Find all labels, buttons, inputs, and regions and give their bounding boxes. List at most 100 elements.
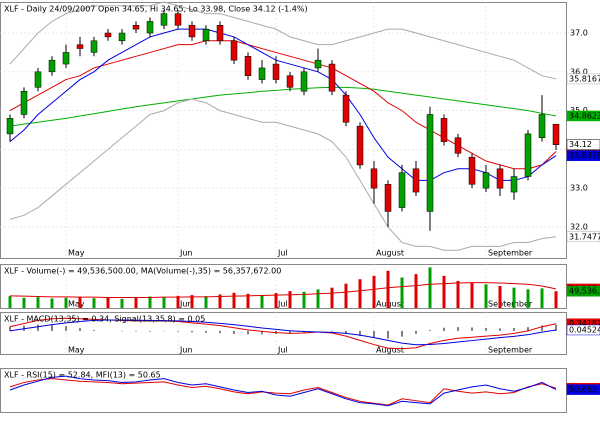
candle-body [132,25,140,30]
volume-bar [470,282,474,308]
candle-body [216,25,224,42]
candle-body [62,52,70,65]
panel-title: XLF - RSI(15) = 52.84, MFI(13) = 50.65 [4,371,161,380]
volume-bar [302,291,306,308]
candle-body [244,56,252,76]
indicator-line [9,319,557,346]
candle-body [160,13,168,26]
volume-bar [22,297,26,308]
y-tick-label: 32.0 [570,222,588,231]
panel-frame [0,368,567,413]
x-tick-label: May [68,346,85,355]
candle-body [328,63,336,92]
candle-body [426,114,434,212]
x-tick-label: May [68,249,85,258]
volume-bar [260,295,264,308]
volume-bar [148,296,152,308]
volume-bar [358,279,362,308]
volume-bar [428,267,432,308]
candle-body [370,168,378,189]
x-tick-label: Jun [179,346,193,355]
candle-body [104,32,112,38]
candle-body [20,90,28,115]
x-tick-label: September [488,249,533,258]
candle-body [76,44,84,49]
candle-body [412,168,420,193]
volume-bar [232,292,236,308]
x-tick-label: September [488,300,533,309]
volume-bar [540,288,544,308]
panel-title: XLF - Volume(-) = 49,536,500.00, MA(Volu… [4,267,281,276]
candle-body [510,176,518,193]
volume-bar [442,275,446,308]
volume-bar [484,284,488,308]
last-value-box [566,231,600,243]
last-value-box [566,150,600,161]
candle-body [482,172,490,189]
indicator-line [9,1,557,80]
candle-body [384,184,392,212]
volume-bar [50,298,54,308]
x-tick-label: Jul [277,249,288,258]
last-value-box [566,110,600,122]
volume-bar [218,294,222,308]
volume-bar [456,280,460,308]
y-tick-label: 37.0 [570,29,588,38]
last-value-label: 31.7477 [569,232,600,241]
last-value-label: 33.8378 [569,151,600,160]
candle-body [314,59,322,69]
volume-bar [512,287,516,308]
candle-body [356,125,364,166]
candle-body [300,71,308,92]
y-tick-label: 33.0 [570,184,588,193]
candle-body [202,28,210,42]
candle-body [188,25,196,38]
candle-body [174,13,182,26]
candle-body [524,133,532,177]
volume-bar [288,291,292,308]
last-value-box [566,139,600,150]
indicator-line [9,86,557,127]
last-value-box [566,73,600,85]
candle-body [118,32,126,42]
candle-body [398,172,406,208]
volume-bar [386,270,390,308]
panel-frame [0,2,567,259]
indicator-line [9,98,557,251]
x-tick-label: Jul [277,300,288,309]
x-tick-label: August [376,249,404,258]
volume-bar [344,283,348,308]
volume-bar [190,295,194,308]
candle-body [286,75,294,88]
candle-body [272,63,280,80]
last-value-label: 34.12 [569,140,592,149]
volume-bar [106,297,110,308]
candle-body [538,114,546,139]
volume-bar [246,293,250,308]
volume-bar [92,298,96,308]
volume-bar [316,289,320,308]
last-value-label: 0.341875 [569,319,600,328]
last-value-label: 0.045240 [569,325,600,334]
candle-body [496,168,504,189]
volume-bar [330,287,334,308]
volume-bar [498,286,502,308]
volume-bar [554,291,558,308]
volume-bar [78,296,82,308]
indicator-line [9,378,557,406]
volume-bar [274,293,278,308]
x-tick-label: Jun [179,300,193,309]
volume-bar [36,297,40,308]
candle-body [454,137,462,154]
indicator-line [9,375,557,407]
volume-bar [64,297,68,308]
candle-body [90,40,98,53]
volume-bar [414,274,418,308]
x-tick-label: September [488,346,533,355]
x-tick-label: Jul [277,346,288,355]
last-value-label: 49,536,500 [569,287,600,296]
panel-title: XLF - MACD(13,35) = 0.34, Signal(13,35,8… [4,315,205,324]
indicator-line [9,317,557,350]
candle-body [468,156,476,185]
